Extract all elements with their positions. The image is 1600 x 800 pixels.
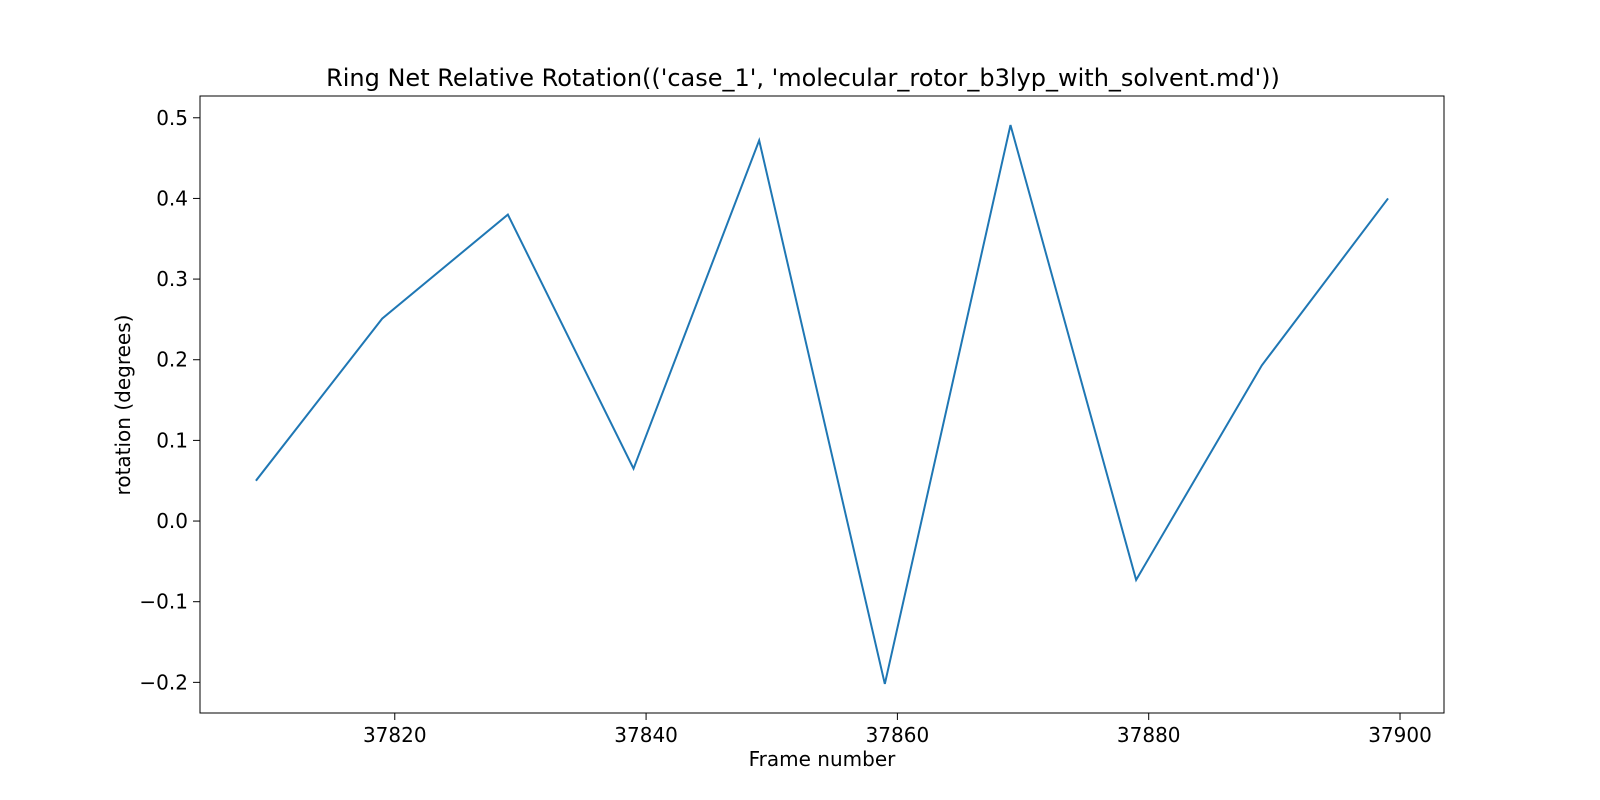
- x-tick-label-3: 37880: [1117, 723, 1181, 747]
- x-axis: 37820 37840 37860 37880 37900: [363, 713, 1432, 747]
- y-axis: −0.2 −0.1 0.0 0.1 0.2 0.3 0.4 0.5: [139, 106, 200, 694]
- chart-title: Ring Net Relative Rotation(('case_1', 'm…: [326, 64, 1280, 92]
- y-tick-label-4: 0.2: [156, 348, 188, 372]
- y-tick-label-5: 0.3: [156, 267, 188, 291]
- y-tick-label-2: 0.0: [156, 509, 188, 533]
- x-tick-label-4: 37900: [1368, 723, 1432, 747]
- series-layer: [255, 124, 1389, 685]
- x-tick-label-2: 37860: [866, 723, 930, 747]
- y-tick-label-6: 0.4: [156, 186, 188, 210]
- series-line-0: [255, 124, 1389, 685]
- y-axis-label: rotation (degrees): [111, 315, 135, 496]
- y-tick-label-7: 0.5: [156, 106, 188, 130]
- y-tick-label-3: 0.1: [156, 428, 188, 452]
- plot-area: [199, 95, 1445, 714]
- x-axis-label: Frame number: [749, 747, 897, 771]
- x-tick-label-1: 37840: [614, 723, 678, 747]
- y-tick-label-1: −0.1: [139, 590, 188, 614]
- plot-frame: [199, 95, 1445, 714]
- y-tick-label-0: −0.2: [139, 670, 188, 694]
- x-tick-label-0: 37820: [363, 723, 427, 747]
